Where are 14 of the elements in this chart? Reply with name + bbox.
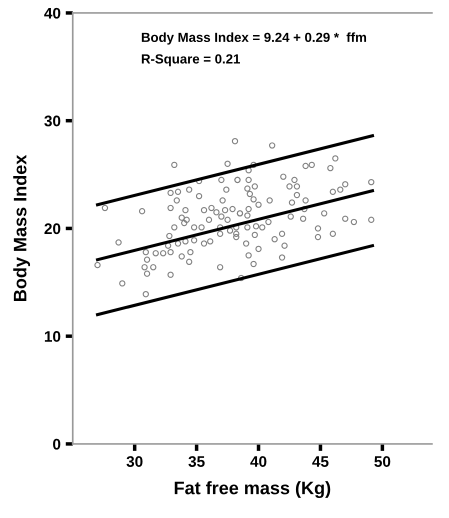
y-tick-label: 20 bbox=[44, 223, 60, 234]
x-tick-label: 50 bbox=[374, 456, 390, 467]
y-tick-label: 10 bbox=[44, 331, 60, 342]
y-tick-label: 0 bbox=[53, 438, 60, 450]
x-tick-label: 35 bbox=[188, 456, 205, 467]
x-tick-label: 40 bbox=[250, 456, 266, 467]
x-tick-label: 30 bbox=[126, 456, 143, 467]
y-tick-label: 30 bbox=[44, 116, 60, 126]
x-tick-label: 45 bbox=[312, 456, 329, 467]
y-axis-title: Body Mass Index bbox=[13, 154, 30, 301]
y-tick-label: 40 bbox=[44, 8, 60, 19]
annotation: Body Mass Index = 9.24 + 0.29 * ffm bbox=[142, 32, 366, 45]
annotation: R-Square = 0.21 bbox=[142, 54, 240, 66]
x-axis-title: Fat free mass (Kg) bbox=[174, 481, 330, 498]
